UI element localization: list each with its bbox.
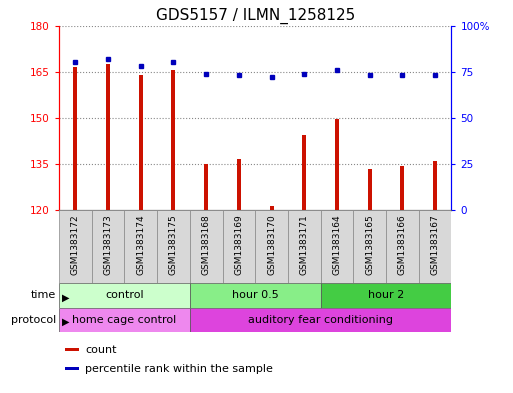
Bar (139, 75, 143, 210)
Bar (302, 135, 306, 210)
Text: auditory fear conditioning: auditory fear conditioning (248, 315, 393, 325)
Bar (335, 119, 339, 210)
Text: percentile rank within the sample: percentile rank within the sample (85, 364, 273, 374)
Bar (190, 210, 223, 283)
Bar (59, 308, 190, 332)
Bar (124, 210, 157, 283)
Bar (106, 64, 110, 210)
Bar (419, 210, 451, 283)
Text: GSM1383169: GSM1383169 (234, 214, 243, 275)
Text: GSM1383170: GSM1383170 (267, 214, 276, 275)
Bar (255, 210, 288, 283)
Bar (433, 161, 437, 210)
Text: GSM1383166: GSM1383166 (398, 214, 407, 275)
Text: GSM1383175: GSM1383175 (169, 214, 178, 275)
Bar (204, 164, 208, 210)
Bar (59, 283, 190, 308)
Text: GSM1383164: GSM1383164 (332, 214, 342, 275)
Text: hour 0.5: hour 0.5 (232, 290, 279, 300)
Bar (171, 70, 175, 210)
Text: GSM1383171: GSM1383171 (300, 214, 309, 275)
Text: count: count (85, 345, 117, 355)
Bar (368, 169, 371, 210)
Bar (59, 210, 92, 283)
Bar (73, 67, 77, 210)
Text: control: control (105, 290, 144, 300)
Bar (190, 308, 451, 332)
Title: GDS5157 / ILMN_1258125: GDS5157 / ILMN_1258125 (155, 8, 355, 24)
Bar (401, 165, 404, 210)
Bar (157, 210, 190, 283)
Text: protocol: protocol (11, 315, 56, 325)
Bar (223, 210, 255, 283)
Bar (92, 210, 125, 283)
Bar (386, 210, 419, 283)
Text: GSM1383173: GSM1383173 (104, 214, 112, 275)
Text: GSM1383165: GSM1383165 (365, 214, 374, 275)
Text: time: time (31, 290, 56, 300)
Text: home cage control: home cage control (72, 315, 176, 325)
Text: GSM1383167: GSM1383167 (430, 214, 440, 275)
Text: GSM1383168: GSM1383168 (202, 214, 211, 275)
Bar (270, 206, 273, 210)
Bar (65, 367, 80, 370)
Bar (65, 348, 80, 351)
Text: GSM1383174: GSM1383174 (136, 214, 145, 275)
Bar (353, 210, 386, 283)
Text: ▶: ▶ (62, 317, 69, 327)
Text: hour 2: hour 2 (368, 290, 404, 300)
Text: ▶: ▶ (62, 292, 69, 302)
Bar (321, 210, 353, 283)
Bar (237, 160, 241, 210)
Text: GSM1383172: GSM1383172 (71, 214, 80, 275)
Bar (321, 283, 451, 308)
Bar (288, 210, 321, 283)
Bar (190, 283, 321, 308)
